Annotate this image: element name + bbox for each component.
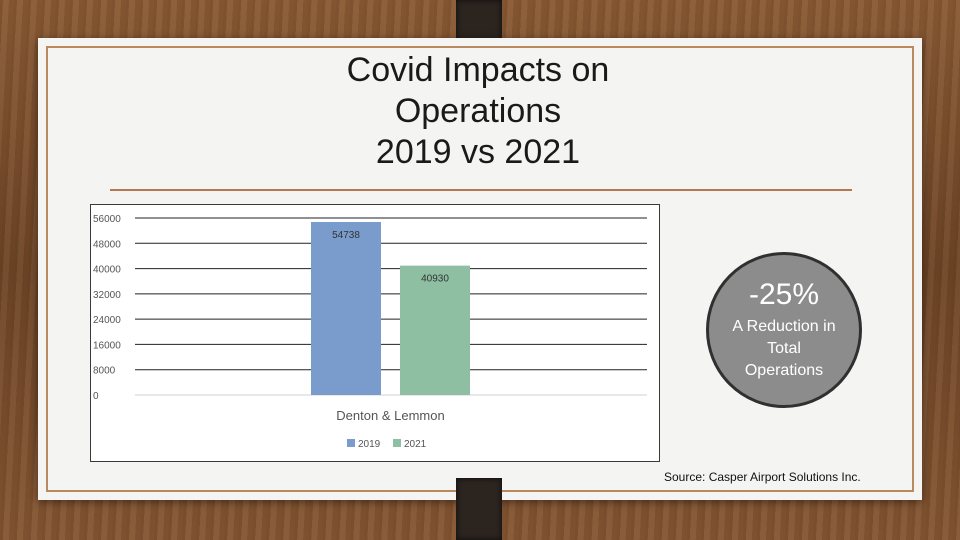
y-tick-label: 0 bbox=[93, 391, 99, 402]
bar-chart: 56000 48000 40000 32000 24000 16000 8000 0 54738… bbox=[90, 204, 660, 462]
data-label: 40930 bbox=[421, 274, 449, 285]
y-tick-label: 48000 bbox=[93, 239, 121, 250]
bar-2021 bbox=[400, 265, 470, 395]
chart-svg: 56000 48000 40000 32000 24000 16000 8000 0 54738… bbox=[93, 214, 647, 450]
y-tick-label: 32000 bbox=[93, 290, 121, 301]
title-line-2: Operations bbox=[394, 91, 562, 130]
legend-label: 2021 bbox=[404, 439, 427, 450]
y-tick-label: 40000 bbox=[93, 265, 121, 276]
slide-paper: Covid Impacts on Operations 2019 vs 2021… bbox=[38, 38, 922, 500]
source-note: Source: Casper Airport Solutions Inc. bbox=[664, 470, 861, 484]
reduction-percent: -25% bbox=[748, 278, 820, 311]
legend-swatch bbox=[347, 439, 355, 447]
title-line-3: 2019 vs 2021 bbox=[375, 132, 581, 171]
reduction-callout: -25% A Reduction in Total Operations bbox=[706, 252, 862, 408]
legend-swatch bbox=[393, 439, 401, 447]
y-tick-label: 56000 bbox=[93, 214, 121, 225]
bar-2019 bbox=[311, 221, 381, 395]
data-label: 54738 bbox=[332, 230, 360, 241]
y-tick-label: 16000 bbox=[93, 340, 121, 351]
title-divider bbox=[110, 189, 852, 191]
slide-title: Covid Impacts on Operations 2019 vs 2021 bbox=[288, 50, 668, 172]
bottom-strap bbox=[456, 478, 502, 540]
title-line-1: Covid Impacts on bbox=[346, 51, 610, 89]
y-tick-label: 8000 bbox=[93, 366, 116, 377]
x-category-label: Denton & Lemmon bbox=[336, 408, 444, 423]
reduction-description: A Reduction in Total Operations bbox=[732, 318, 836, 379]
legend-label: 2019 bbox=[358, 439, 381, 450]
y-tick-label: 24000 bbox=[93, 315, 121, 326]
